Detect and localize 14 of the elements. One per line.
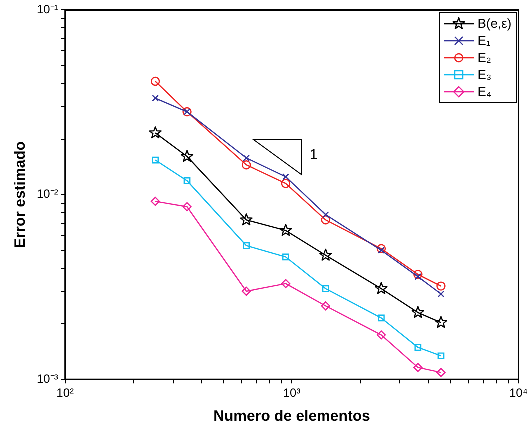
x-tick-label: 10² xyxy=(56,386,74,400)
legend-label: E₂ xyxy=(478,49,492,66)
y-tick-label: 10⁻¹ xyxy=(37,2,58,17)
x-tick-label: 10³ xyxy=(283,386,301,400)
y-axis-title: Error estimado xyxy=(12,142,30,248)
legend-label: E₁ xyxy=(478,32,491,50)
legend-label: E₄ xyxy=(478,83,492,100)
annotation: 1 xyxy=(310,146,318,162)
y-tick-label: 10⁻² xyxy=(37,187,58,202)
legend-label: E₃ xyxy=(478,66,492,84)
legend-label: B(e,ε) xyxy=(478,15,512,32)
x-axis-title: Numero de elementos xyxy=(214,408,370,426)
x-tick-label: 10⁴ xyxy=(509,386,528,400)
y-tick-label: 10⁻³ xyxy=(37,372,58,386)
